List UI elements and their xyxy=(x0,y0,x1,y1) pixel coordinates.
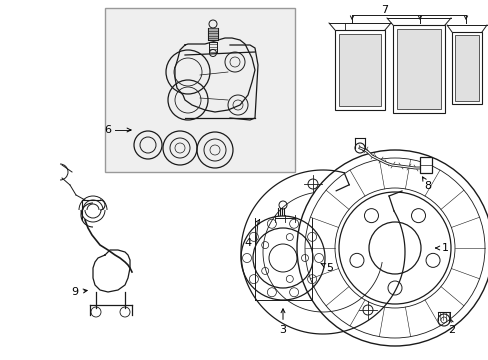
Text: 5: 5 xyxy=(321,263,333,273)
Text: 8: 8 xyxy=(422,177,431,191)
Text: 1: 1 xyxy=(435,243,447,253)
Bar xyxy=(454,35,478,101)
Bar xyxy=(451,32,481,104)
Bar xyxy=(338,34,380,106)
Text: 4: 4 xyxy=(244,238,251,248)
Text: 2: 2 xyxy=(447,325,455,335)
Text: 3: 3 xyxy=(279,309,286,335)
Bar xyxy=(396,29,440,109)
Bar xyxy=(392,25,444,113)
Text: 9: 9 xyxy=(71,287,87,297)
Text: 6: 6 xyxy=(104,125,111,135)
Text: 7: 7 xyxy=(381,5,388,15)
Bar xyxy=(105,8,294,172)
Bar xyxy=(334,30,384,110)
Bar xyxy=(419,157,431,173)
